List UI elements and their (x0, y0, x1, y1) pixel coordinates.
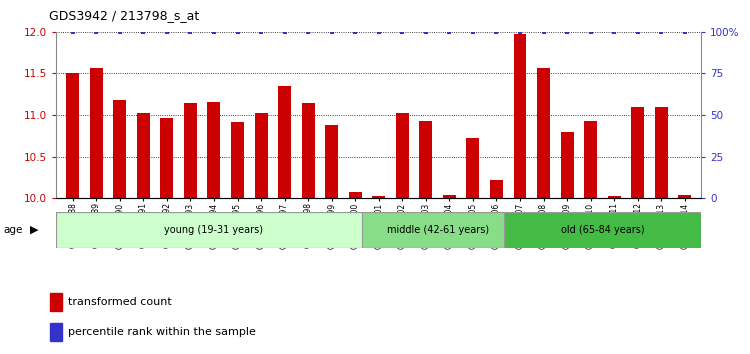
Bar (503, 212, 701, 248)
Text: young (19-31 years): young (19-31 years) (164, 225, 263, 235)
Bar (514, 34, 526, 198)
Bar (56, 212, 372, 248)
Bar (632, 107, 644, 198)
Text: percentile rank within the sample: percentile rank within the sample (68, 327, 256, 337)
Bar (490, 180, 503, 198)
Bar (326, 125, 338, 198)
Bar (208, 102, 220, 198)
Bar (160, 118, 173, 198)
Bar (678, 195, 692, 198)
Bar (113, 100, 126, 198)
Text: ▶: ▶ (30, 225, 38, 235)
Bar (90, 68, 103, 198)
Bar (231, 122, 244, 198)
Bar (372, 196, 386, 198)
Bar (655, 107, 668, 198)
Text: age: age (4, 225, 23, 235)
Text: GDS3942 / 213798_s_at: GDS3942 / 213798_s_at (49, 9, 199, 22)
Bar (396, 113, 409, 198)
Bar (419, 121, 432, 198)
Text: middle (42-61 years): middle (42-61 years) (386, 225, 489, 235)
Bar (362, 212, 513, 248)
Bar (184, 103, 197, 198)
Text: transformed count: transformed count (68, 297, 172, 307)
Bar (302, 103, 314, 198)
Bar (50, 323, 62, 341)
Bar (608, 196, 621, 198)
Bar (560, 132, 574, 198)
Text: old (65-84 years): old (65-84 years) (560, 225, 644, 235)
Bar (66, 74, 80, 198)
Bar (50, 293, 62, 311)
Bar (466, 137, 479, 198)
Bar (584, 121, 597, 198)
Bar (278, 86, 291, 198)
Bar (349, 193, 361, 198)
Bar (254, 113, 268, 198)
Bar (443, 195, 456, 198)
Bar (537, 68, 550, 198)
Bar (136, 113, 150, 198)
